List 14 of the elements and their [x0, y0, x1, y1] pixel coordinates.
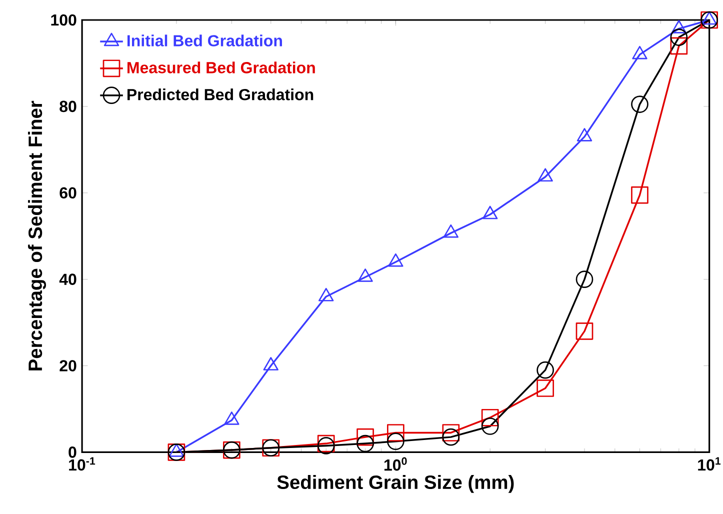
x-axis-title: Sediment Grain Size (mm)	[277, 474, 514, 493]
y-tick-label: 0	[68, 446, 76, 458]
x-tick-label: 10$^{1}$	[698, 457, 721, 470]
y-tick-label: 60	[60, 187, 76, 198]
y-tick-label: 80	[60, 100, 76, 112]
legend-label: Measured Bed Gradation	[128, 61, 315, 74]
y-tick-label: 40	[59, 274, 76, 285]
legend-label: Predicted Bed Gradation	[128, 88, 314, 100]
x-tick-label: 10$^{-1}$	[69, 457, 96, 470]
y-tick-label: 100	[51, 14, 76, 26]
legend-label: Initial Bed Gradation	[128, 34, 282, 46]
x-tick-label: 10$^{0}$	[384, 457, 407, 471]
y-axis-title: Percentage of Sediment Finer	[28, 100, 46, 370]
y-tick-label: 20	[60, 360, 76, 372]
